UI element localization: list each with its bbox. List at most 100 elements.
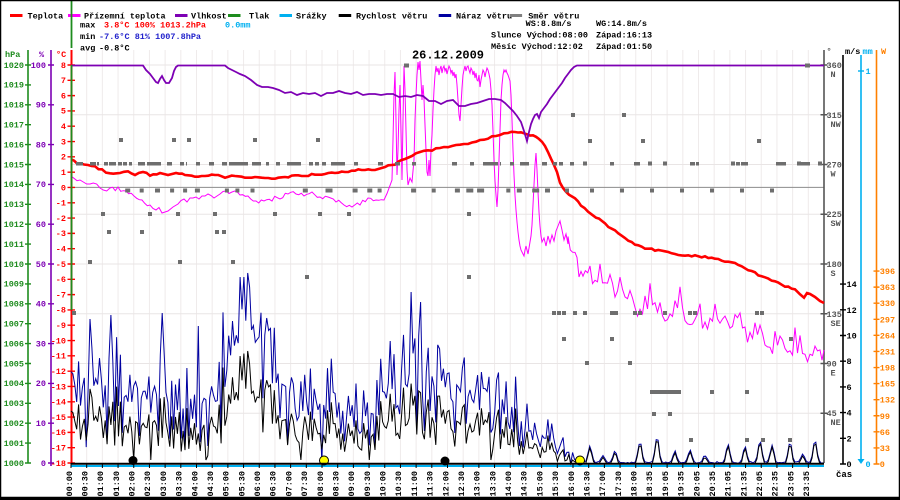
- svg-text:-11: -11: [51, 352, 66, 362]
- svg-text:-4: -4: [56, 245, 66, 255]
- svg-text:1001: 1001: [4, 439, 24, 449]
- svg-text:09:30: 09:30: [363, 471, 373, 497]
- svg-text:40: 40: [36, 300, 46, 310]
- svg-text:08:00: 08:00: [316, 471, 326, 497]
- svg-text:06:30: 06:30: [269, 471, 279, 497]
- svg-text:1014: 1014: [4, 180, 24, 190]
- svg-text:-15: -15: [51, 413, 66, 423]
- svg-text:99: 99: [880, 412, 890, 422]
- svg-text:W: W: [881, 47, 887, 57]
- svg-text:-5: -5: [56, 260, 66, 270]
- svg-text:0.0mm: 0.0mm: [225, 21, 251, 31]
- svg-text:14:30: 14:30: [520, 471, 530, 497]
- svg-text:07:30: 07:30: [300, 471, 310, 497]
- svg-text:360: 360: [827, 61, 842, 71]
- svg-text:0: 0: [880, 460, 885, 470]
- svg-text:max: max: [80, 21, 95, 31]
- svg-text:1010: 1010: [4, 260, 24, 270]
- svg-text:315: 315: [827, 111, 842, 121]
- svg-text:21:05: 21:05: [724, 471, 734, 497]
- svg-text:čas: čas: [836, 470, 852, 480]
- svg-text:1020: 1020: [4, 61, 24, 71]
- svg-text:03:30: 03:30: [175, 471, 185, 497]
- svg-text:50: 50: [36, 260, 46, 270]
- svg-text:2: 2: [61, 153, 66, 163]
- svg-text:W: W: [831, 170, 837, 180]
- svg-text:Slunce Východ:08:00: Slunce Východ:08:00: [491, 31, 588, 41]
- svg-text:12: 12: [847, 306, 857, 316]
- svg-text:00:00: 00:00: [65, 471, 75, 497]
- svg-text:00:30: 00:30: [80, 471, 90, 497]
- svg-text:NW: NW: [831, 120, 842, 130]
- svg-text:Směr větru: Směr větru: [528, 12, 579, 22]
- svg-text:15:00: 15:00: [535, 471, 545, 497]
- svg-text:NE: NE: [831, 418, 841, 428]
- svg-text:E: E: [831, 369, 836, 379]
- svg-text:18:35: 18:35: [645, 471, 655, 497]
- svg-text:WS:8.8m/s: WS:8.8m/s: [526, 19, 572, 29]
- svg-text:180: 180: [827, 260, 842, 270]
- svg-text:1006: 1006: [4, 339, 24, 349]
- svg-text:02:00: 02:00: [128, 471, 138, 497]
- svg-text:hPa: hPa: [5, 50, 20, 60]
- svg-text:N: N: [831, 70, 836, 80]
- svg-text:14:00: 14:00: [504, 471, 514, 497]
- svg-text:SW: SW: [831, 219, 842, 229]
- svg-text:1005: 1005: [4, 359, 24, 369]
- svg-text:90: 90: [36, 101, 46, 111]
- svg-text:20: 20: [36, 379, 46, 389]
- svg-text:-3: -3: [56, 229, 66, 239]
- svg-text:132: 132: [880, 396, 895, 406]
- svg-text:135: 135: [827, 310, 842, 320]
- svg-text:-7: -7: [56, 290, 66, 300]
- svg-text:-10: -10: [51, 336, 66, 346]
- svg-text:08:30: 08:30: [331, 471, 341, 497]
- svg-text:-8: -8: [56, 306, 66, 316]
- svg-text:1009: 1009: [4, 280, 24, 290]
- svg-text:Tlak: Tlak: [249, 12, 269, 22]
- svg-text:0: 0: [61, 183, 66, 193]
- svg-text:1011: 1011: [4, 240, 24, 250]
- svg-text:01:30: 01:30: [112, 471, 122, 497]
- svg-text:80: 80: [36, 140, 46, 150]
- svg-text:8: 8: [61, 61, 66, 71]
- svg-text:-9: -9: [56, 321, 66, 331]
- svg-text:Západ:01:50: Západ:01:50: [596, 42, 652, 52]
- svg-text:11:30: 11:30: [426, 471, 436, 497]
- svg-text:225: 225: [827, 210, 842, 220]
- svg-text:1000: 1000: [4, 459, 24, 469]
- svg-text:1018: 1018: [4, 101, 24, 111]
- svg-text:26.12.2009: 26.12.2009: [412, 49, 484, 63]
- svg-text:°: °: [827, 47, 832, 57]
- svg-text:01:00: 01:00: [96, 471, 106, 497]
- svg-text:0: 0: [866, 460, 871, 470]
- svg-text:-18: -18: [51, 459, 66, 469]
- svg-text:Náraz větru: Náraz větru: [456, 12, 512, 22]
- svg-text:45: 45: [827, 409, 837, 419]
- svg-text:8: 8: [847, 357, 852, 367]
- svg-text:5: 5: [61, 107, 66, 117]
- svg-text:270: 270: [827, 161, 842, 171]
- svg-text:04:00: 04:00: [190, 471, 200, 497]
- svg-text:-0.8°C: -0.8°C: [99, 44, 130, 54]
- svg-text:198: 198: [880, 364, 895, 374]
- svg-text:1003: 1003: [4, 399, 24, 409]
- svg-text:05:00: 05:00: [222, 471, 232, 497]
- svg-text:1: 1: [61, 168, 66, 178]
- svg-text:-1: -1: [56, 199, 66, 209]
- svg-text:0: 0: [847, 460, 852, 470]
- svg-text:1007: 1007: [4, 320, 24, 330]
- svg-text:22:35: 22:35: [771, 471, 781, 497]
- svg-text:Vlhkost: Vlhkost: [191, 12, 227, 22]
- svg-text:23:35: 23:35: [802, 471, 812, 497]
- svg-text:-17: -17: [51, 444, 66, 454]
- svg-text:100: 100: [31, 61, 46, 71]
- svg-text:05:30: 05:30: [237, 471, 247, 497]
- svg-text:10: 10: [847, 332, 857, 342]
- svg-text:363: 363: [880, 283, 895, 293]
- svg-text:02:30: 02:30: [143, 471, 153, 497]
- svg-text:1016: 1016: [4, 140, 24, 150]
- svg-text:-14: -14: [51, 398, 66, 408]
- svg-text:10:00: 10:00: [379, 471, 389, 497]
- svg-text:m/s: m/s: [845, 47, 860, 57]
